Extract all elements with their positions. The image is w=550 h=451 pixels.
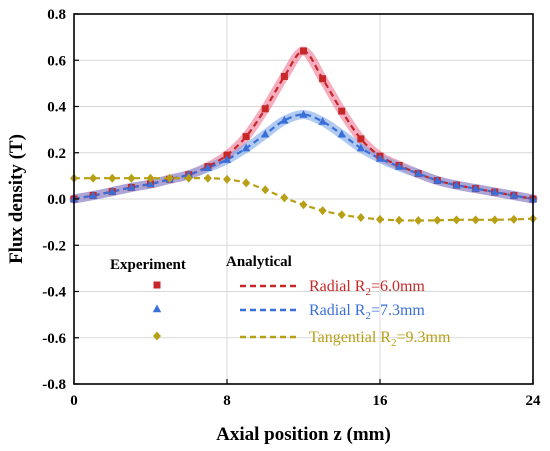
axis-ticks: 0 8 16 24 -0.8 -0.6 -0.4 -0.2 0.0 0.2 0.4 0.6 0.8: [42, 7, 541, 409]
data-point-square: [261, 105, 269, 113]
data-point-diamond: [414, 216, 423, 226]
data-point-diamond: [89, 173, 98, 183]
data-point-diamond: [108, 173, 117, 183]
y-tick-label: 0.0: [47, 192, 66, 208]
data-point-triangle: [146, 179, 155, 188]
data-point-triangle: [280, 115, 289, 124]
legend-label-1: Radial R2=6.0mm: [309, 278, 425, 298]
x-tick-label: 24: [526, 393, 542, 409]
y-tick-label: 0.2: [47, 146, 66, 162]
data-point-diamond: [356, 213, 365, 222]
data-point-square: [223, 151, 231, 159]
x-tick-label: 0: [70, 393, 78, 409]
series-band-1: [69, 46, 538, 204]
data-point-diamond: [280, 193, 289, 203]
data-point-diamond: [318, 206, 327, 216]
data-point-triangle: [299, 110, 308, 118]
series-bands: [69, 46, 538, 204]
legend-label-3: Tangential R2=9.3mm: [309, 329, 451, 349]
data-point-diamond: [471, 215, 480, 225]
data-point-triangle: [471, 184, 480, 192]
data-point-triangle: [452, 180, 461, 189]
data-point-triangle: [337, 129, 346, 138]
data-point-triangle: [222, 155, 232, 163]
data-point-diamond: [395, 215, 404, 225]
data-point-square: [242, 133, 250, 141]
data-point-triangle: [203, 163, 213, 171]
y-tick-label: -0.2: [42, 238, 66, 254]
y-tick-label: 0.8: [47, 7, 66, 23]
grid-lines: [73, 13, 534, 385]
y-tick-label: -0.6: [42, 331, 66, 347]
data-point-diamond: [203, 173, 212, 183]
data-point-triangle: [509, 191, 519, 199]
data-point-triangle: [88, 191, 98, 199]
data-point-diamond: [452, 215, 461, 225]
data-point-triangle: [108, 187, 117, 195]
data-point-diamond: [146, 173, 155, 183]
data-point-diamond: [261, 185, 270, 195]
y-tick-label: 0.6: [47, 53, 66, 69]
data-point-square: [153, 281, 161, 289]
data-point-diamond: [165, 173, 174, 183]
y-tick-label: -0.8: [42, 377, 66, 393]
data-point-triangle: [152, 304, 162, 313]
data-point-diamond: [184, 173, 193, 183]
analytical-line-1: [73, 49, 534, 201]
data-point-triangle: [241, 143, 251, 152]
y-tick-label: -0.4: [42, 285, 66, 301]
data-point-diamond: [242, 178, 251, 188]
data-point-square: [319, 75, 327, 83]
data-point-diamond: [299, 200, 308, 210]
data-point-triangle: [127, 182, 136, 191]
data-point-triangle: [261, 129, 270, 138]
data-point-square: [300, 47, 307, 55]
x-tick-label: 8: [223, 393, 231, 409]
legend: Experiment Analytical Radial R2=6.0mm Rad…: [110, 254, 451, 349]
legend-label-2: Radial R2=7.3mm: [309, 302, 425, 322]
data-point-triangle: [394, 162, 404, 170]
experiment-markers: [69, 47, 538, 226]
x-tick-label: 16: [373, 393, 389, 409]
legend-analytical-header: Analytical: [226, 254, 292, 270]
data-point-diamond: [223, 174, 231, 184]
data-point-square: [280, 72, 288, 80]
data-point-diamond: [337, 210, 346, 220]
data-point-triangle: [375, 154, 385, 162]
data-point-diamond: [376, 214, 384, 224]
x-axis-title: Axial position z (mm): [216, 424, 391, 445]
data-point-diamond: [153, 331, 161, 341]
data-point-diamond: [127, 173, 136, 183]
data-point-diamond: [490, 215, 499, 225]
data-point-diamond: [433, 215, 442, 225]
data-point-triangle: [490, 187, 499, 196]
analytical-lines: [73, 49, 534, 222]
data-point-triangle: [318, 117, 327, 125]
data-point-diamond: [509, 214, 518, 224]
data-point-square: [357, 135, 365, 143]
data-point-triangle: [356, 143, 366, 152]
y-axis-title: Flux density (T): [6, 134, 27, 264]
legend-experiment-header: Experiment: [110, 257, 186, 273]
y-tick-label: 0.4: [47, 100, 66, 116]
data-point-square: [338, 107, 346, 115]
data-point-triangle: [414, 169, 423, 177]
data-point-triangle: [433, 176, 442, 184]
